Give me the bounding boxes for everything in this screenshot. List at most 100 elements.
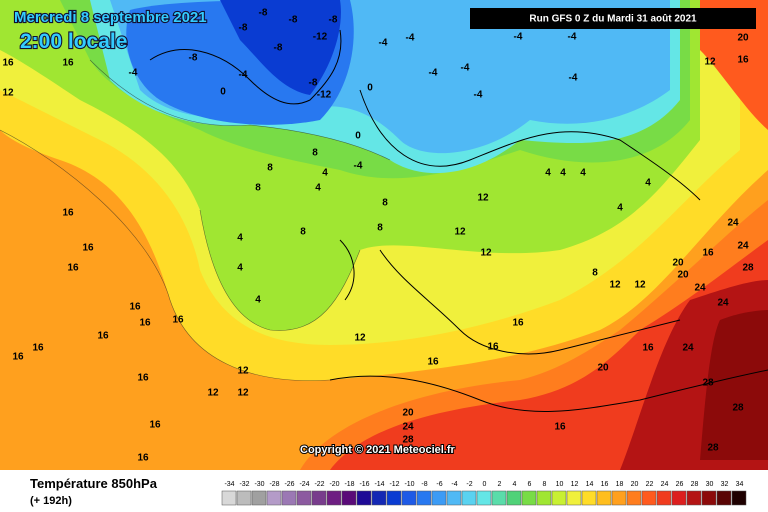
contour-label: 28 — [702, 378, 714, 389]
contour-label: -8 — [309, 78, 318, 89]
contour-label: 4 — [580, 168, 586, 179]
copyright: Copyright © 2021 Meteociel.fr — [300, 444, 456, 456]
contour-label: 8 — [592, 268, 598, 279]
scale-swatch — [311, 490, 327, 506]
scale-swatch — [626, 490, 642, 506]
contour-label: 16 — [427, 357, 439, 368]
contours — [0, 59, 391, 381]
scale-swatch — [431, 490, 447, 506]
contour-label: 16 — [512, 318, 524, 329]
contour-label: 4 — [617, 203, 623, 214]
contour-label: 24 — [694, 283, 706, 294]
contour-label: 16 — [137, 453, 149, 464]
contour-label: -8 — [189, 53, 198, 64]
scale-swatch — [596, 490, 612, 506]
contour-label: 24 — [682, 343, 694, 354]
contour-labels: -8-8 -8-8-12-8 -4 -4 -4 -4-4-8-4 -4 -4-4-8-120-… — [2, 8, 754, 464]
contour-label: -4 — [474, 90, 483, 101]
contour-label: 16 — [67, 263, 79, 274]
contour-label: 20 — [672, 258, 684, 269]
scale-label: 20 — [631, 481, 639, 488]
scale-label: 22 — [646, 481, 654, 488]
contour-label: 12 — [237, 366, 249, 377]
scale-label: -12 — [389, 481, 399, 488]
scale-label: -10 — [404, 481, 414, 488]
contour-label: -8 — [239, 23, 248, 34]
scale-label: 12 — [571, 481, 579, 488]
scale-label: 4 — [513, 481, 517, 488]
contour-label: 8 — [312, 148, 318, 159]
scale-label: -14 — [374, 481, 384, 488]
scale-swatch — [446, 490, 462, 506]
contour-label: 16 — [487, 342, 499, 353]
contour-label: 12 — [634, 280, 646, 291]
contour-label: 16 — [129, 302, 141, 313]
scale-label: 18 — [616, 481, 624, 488]
contour-label: -4 — [406, 33, 415, 44]
scale-label: -2 — [466, 481, 472, 488]
contour-label: 0 — [220, 87, 226, 98]
contour-label: -12 — [317, 90, 332, 101]
contour-label: 4 — [560, 168, 566, 179]
contour-label: -4 — [379, 38, 388, 49]
contour-label: -4 — [568, 32, 577, 43]
scale-label: -6 — [436, 481, 442, 488]
scale-label: 8 — [543, 481, 547, 488]
scale-label: -24 — [299, 481, 309, 488]
contour-label: 16 — [702, 248, 714, 259]
contour-label: -8 — [274, 43, 283, 54]
contour-label: 16 — [139, 318, 151, 329]
coastlines — [149, 29, 768, 412]
scale-label: 16 — [601, 481, 609, 488]
contour-label: 16 — [82, 243, 94, 254]
contour-label: -4 — [429, 68, 438, 79]
scale-label: -30 — [254, 481, 264, 488]
scale-swatch — [566, 490, 582, 506]
contour-label: -4 — [354, 161, 363, 172]
date: Mercredi 8 septembre 2021 — [14, 9, 207, 26]
time: 2:00 locale — [20, 30, 127, 53]
scale-swatch — [521, 490, 537, 506]
scale-swatch — [356, 490, 372, 506]
contour-label: 12 — [454, 227, 466, 238]
contour-label: 8 — [382, 198, 388, 209]
contour-label: 12 — [609, 280, 621, 291]
contour-label: 20 — [677, 270, 689, 281]
contour-label: 20 — [597, 363, 609, 374]
scale-swatch — [461, 490, 477, 506]
scale-label: -32 — [239, 481, 249, 488]
contour-label: 12 — [477, 193, 489, 204]
contour-label: 16 — [149, 420, 161, 431]
scale-swatch — [731, 490, 747, 506]
contour-label: 24 — [402, 422, 414, 433]
contour-label: -4 — [514, 32, 523, 43]
contour-label: 24 — [737, 241, 749, 252]
contour-label: 0 — [367, 83, 373, 94]
scale-swatch — [656, 490, 672, 506]
contour-label: 12 — [704, 57, 716, 68]
contour-label: -8 — [289, 15, 298, 26]
contour-label: 4 — [645, 178, 651, 189]
contour-label: 28 — [707, 443, 719, 454]
scale-label: 26 — [676, 481, 684, 488]
scale-label: 24 — [661, 481, 669, 488]
scale-swatch — [266, 490, 282, 506]
contour-label: 8 — [255, 183, 261, 194]
contour-label: 16 — [62, 58, 74, 69]
contour-label: 4 — [237, 233, 243, 244]
contour-label: 28 — [742, 263, 754, 274]
scale-swatch — [491, 490, 507, 506]
scale-label: -20 — [329, 481, 339, 488]
scale-label: 6 — [528, 481, 532, 488]
scale-swatch — [506, 490, 522, 506]
scale-swatch — [221, 490, 237, 506]
contour-label: 16 — [12, 352, 24, 363]
contour-label: 16 — [97, 331, 109, 342]
scale-swatch — [536, 490, 552, 506]
contour-label: 12 — [207, 388, 219, 399]
contour-label: 4 — [322, 168, 328, 179]
scale-label: 0 — [483, 481, 487, 488]
scale-label: 2 — [498, 481, 502, 488]
scale-label: 10 — [556, 481, 564, 488]
